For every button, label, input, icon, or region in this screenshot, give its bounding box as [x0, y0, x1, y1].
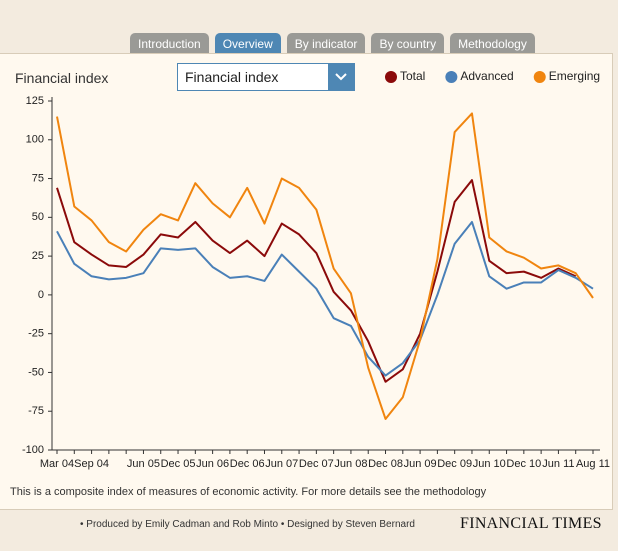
logo: FINANCIAL TIMES [460, 515, 602, 532]
y-tick-label: -75 [28, 405, 44, 417]
dropdown-text: Financial index [185, 69, 279, 85]
dropdown-arrow[interactable] [328, 64, 354, 90]
arrow-icon [335, 73, 347, 81]
tab[interactable]: Overview [214, 33, 281, 54]
x-tick-label: Dec 05 [161, 458, 196, 470]
legend-label: Emerging [549, 69, 600, 83]
x-tick-label: Sep 04 [74, 458, 109, 470]
legend-marker [445, 71, 458, 83]
legend-marker [385, 71, 397, 83]
y-tick-label: 75 [32, 172, 44, 184]
x-tick-label: Aug 11 [576, 458, 610, 470]
x-tick-label: Jun 09 [404, 458, 437, 470]
legend-label: Total [400, 69, 425, 83]
x-tick-label: Jun 11 [542, 458, 574, 470]
x-tick-label: Dec 09 [437, 458, 472, 470]
tab[interactable]: Introduction [130, 33, 209, 54]
footnote: This is a composite index of measures of… [10, 486, 487, 498]
tab[interactable]: By country [371, 33, 445, 54]
y-tick-label: -25 [28, 328, 44, 340]
series-line [56, 220, 594, 377]
indicator-dropdown[interactable]: Financial index [177, 63, 355, 91]
series-line [56, 112, 594, 420]
chart: -100 -75 -50 -25 0 25 50 75 100 125 Mar 04 Sep 04 Ju… [22, 69, 610, 470]
y-tick-label: 0 [38, 289, 44, 301]
legend-marker [533, 71, 546, 83]
y-tick-label: 100 [26, 134, 44, 146]
x-tick-label: Jun 07 [265, 458, 298, 470]
y-tick-label: -50 [28, 366, 44, 378]
x-tick-label: Dec 10 [506, 458, 541, 470]
y-tick-label: 25 [32, 250, 44, 262]
tab-bar: Introduction Overview By indicator By count… [130, 33, 535, 54]
x-tick-label: Dec 07 [299, 458, 334, 470]
x-tick-label: Mar 04 [40, 458, 74, 470]
x-tick-label: Jun 05 [127, 458, 160, 470]
legend-label: Advanced [460, 69, 513, 83]
chart-label: Financial index [15, 70, 109, 86]
credits: • Produced by Emily Cadman and Rob Minto… [80, 519, 415, 530]
x-tick-label: Dec 08 [368, 458, 403, 470]
x-tick-label: Jun 06 [196, 458, 229, 470]
tab[interactable]: By indicator [286, 33, 366, 54]
y-tick-label: -100 [22, 444, 44, 456]
x-tick-label: Dec 06 [230, 458, 265, 470]
panel [0, 53, 613, 510]
y-tick-label: 125 [26, 95, 44, 107]
x-tick-label: Jun 10 [473, 458, 506, 470]
series-line [56, 179, 577, 383]
y-tick-label: 50 [32, 211, 44, 223]
x-tick-label: Jun 08 [334, 458, 367, 470]
tab[interactable]: Methodology [450, 33, 535, 54]
